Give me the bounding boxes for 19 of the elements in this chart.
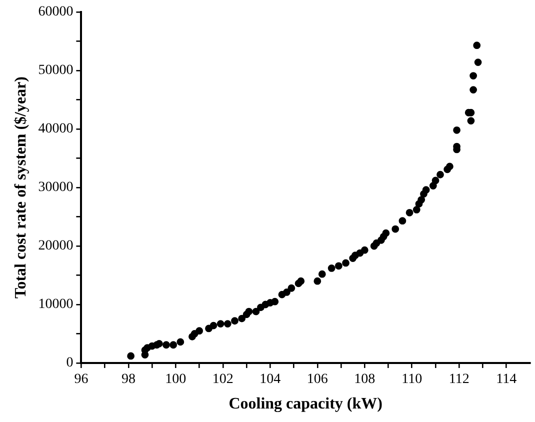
y-tick-label: 0 — [66, 356, 74, 371]
x-tick-label: 98 — [121, 372, 136, 388]
x-tick-label: 108 — [354, 372, 376, 388]
y-tick-label: 40000 — [38, 122, 74, 137]
y-tick-label: 20000 — [38, 238, 74, 254]
y-axis-title: Total cost rate of system ($/year) — [12, 76, 30, 299]
x-tick-label: 102 — [212, 372, 234, 388]
x-tick-label: 114 — [496, 372, 517, 388]
x-axis-title: Cooling capacity (kW) — [228, 396, 382, 413]
x-tick-label: 112 — [448, 372, 470, 388]
y-tick-label: 10000 — [38, 297, 74, 312]
y-tick-label: 30000 — [38, 180, 74, 196]
x-tick-label: 104 — [260, 372, 281, 388]
x-tick-label: 100 — [165, 372, 186, 388]
x-tick-label: 110 — [402, 372, 422, 388]
x-tick-label: 106 — [306, 372, 328, 388]
y-tick-label: 50000 — [38, 63, 74, 78]
y-tick-label: 60000 — [38, 4, 74, 20]
x-tick-label: 96 — [74, 372, 88, 388]
